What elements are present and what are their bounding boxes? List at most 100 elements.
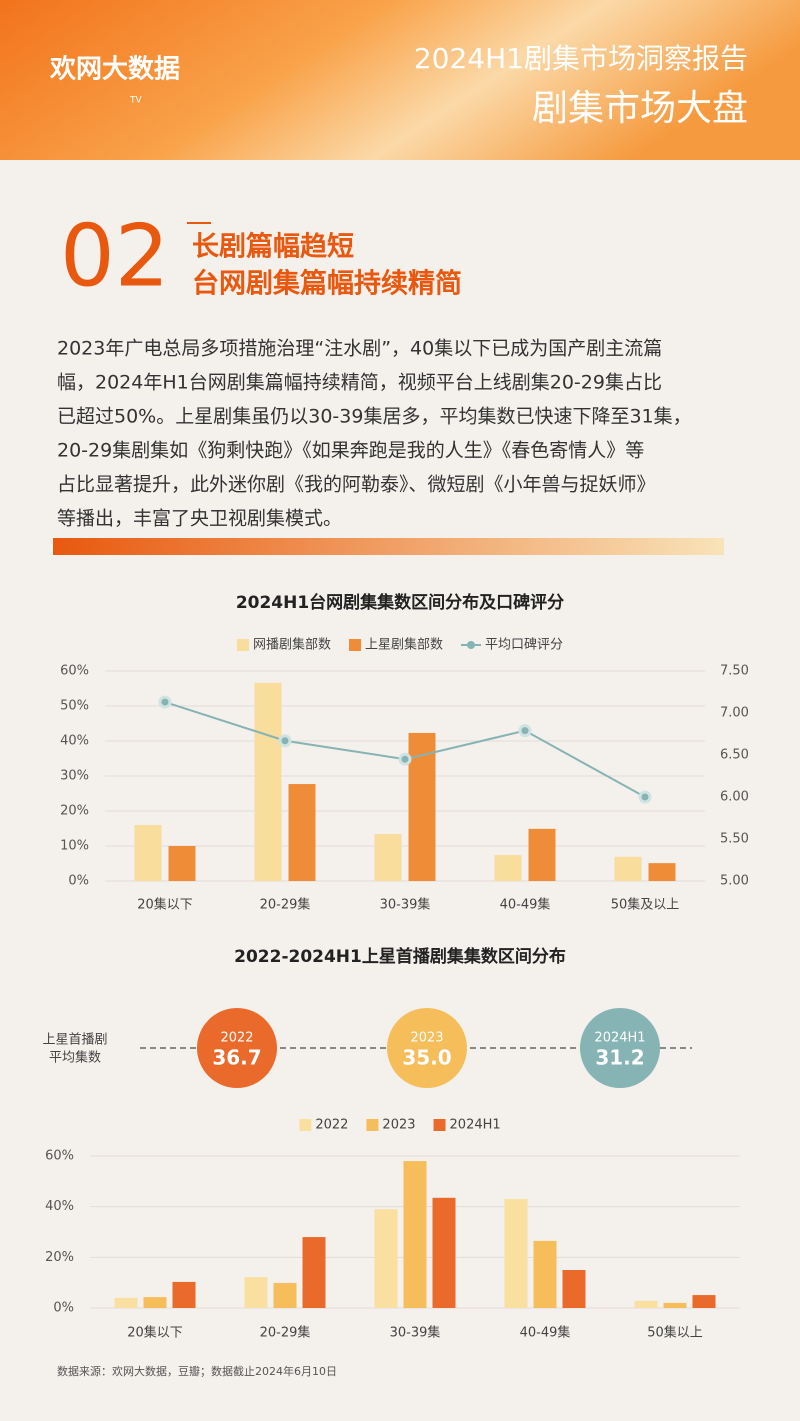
header-bg [0, 0, 800, 160]
y-tick-label: 40% [45, 1199, 74, 1214]
x-tick-label: 40-49集 [500, 897, 551, 913]
legend-marker [236, 639, 249, 651]
y-tick-label: 20% [45, 1250, 74, 1265]
legend-label: 2022 [315, 1118, 348, 1133]
paragraph-line: 2023年广电总局多项措施治理“注水剧”，40集以下已成为国产剧主流篇 [57, 338, 662, 360]
bar [504, 1199, 528, 1308]
x-tick-label: 30-39集 [390, 1325, 441, 1341]
heading: 台网剧集篇幅持续精简 [192, 268, 462, 300]
legend-label: 上星剧集部数 [365, 637, 443, 653]
y2-tick-label: 7.50 [720, 664, 749, 679]
legend: 网播剧集部数 上星剧集部数 平均口碑评分 [236, 637, 563, 653]
report-subtitle: 剧集市场大盘 [532, 88, 748, 129]
y2-tick-label: 5.00 [720, 874, 749, 889]
section-number: 02 [60, 206, 169, 306]
y2-tick-label: 6.00 [720, 790, 749, 805]
bar [634, 1300, 658, 1308]
paragraph-line: 20-29集剧集如《狗剩快跑》《如果奔跑是我的人生》《春色寄情人》等 [57, 440, 644, 462]
avg-label: 平均集数 [49, 1050, 101, 1066]
avg-year: 2023 [410, 1031, 443, 1046]
x-tick-label: 20-29集 [260, 1325, 311, 1341]
bar [562, 1270, 586, 1308]
logo-badge: TV [129, 96, 142, 106]
legend-label: 2023 [382, 1118, 415, 1133]
legend-label: 2024H1 [450, 1118, 501, 1133]
y2-tick-label: 5.50 [720, 832, 749, 847]
legend-label: 网播剧集部数 [253, 637, 331, 653]
legend-label: 平均口碑评分 [485, 637, 563, 653]
y2-tick-label: 6.50 [720, 748, 749, 763]
bar [172, 1281, 196, 1308]
chart-title: 2024H1台网剧集集数区间分布及口碑评分 [236, 592, 564, 613]
bar [663, 1302, 687, 1308]
bar [254, 682, 282, 881]
y-tick-label: 30% [60, 769, 89, 784]
y-tick-label: 0% [53, 1301, 74, 1316]
bar [143, 1297, 167, 1308]
avg-year: 2022 [220, 1031, 253, 1046]
x-tick-label: 20集以下 [137, 897, 193, 913]
divider [53, 538, 724, 555]
avg-year: 2024H1 [594, 1031, 645, 1046]
legend-marker [467, 641, 476, 649]
paragraph-line: 已超过50%。上星剧集虽仍以30-39集居多，平均集数已快速下降至31集， [57, 406, 692, 428]
line-point [158, 695, 172, 709]
line-point [638, 790, 652, 804]
y-tick-label: 40% [60, 734, 89, 749]
y2-tick-label: 7.00 [720, 706, 749, 721]
legend: 2022 2023 2024H1 [299, 1118, 501, 1133]
heading: 长剧篇幅趋短 [192, 231, 354, 263]
report-title: 2024H1剧集市场洞察报告 [414, 42, 748, 75]
legend-marker [299, 1119, 312, 1131]
y-tick-label: 0% [68, 874, 89, 889]
bar [648, 863, 676, 881]
x-tick-label: 30-39集 [380, 897, 431, 913]
bar [114, 1297, 138, 1308]
logo: 欢网大数据 [49, 55, 180, 85]
avg-circle [387, 1008, 467, 1088]
x-tick-label: 50集及以上 [611, 897, 680, 913]
x-tick-label: 40-49集 [520, 1325, 571, 1341]
legend-marker [348, 639, 361, 651]
x-tick-label: 50集以上 [647, 1325, 703, 1341]
avg-circle [197, 1008, 277, 1088]
bar [374, 1209, 398, 1308]
line-point [278, 734, 292, 748]
avg-value: 31.2 [595, 1046, 644, 1070]
bar [302, 1237, 326, 1308]
bar [528, 828, 556, 881]
bar [288, 784, 316, 881]
line [164, 701, 646, 798]
y-tick-label: 50% [60, 699, 89, 714]
bar [134, 825, 162, 881]
y-tick-label: 60% [45, 1149, 74, 1164]
y-tick-label: 10% [60, 839, 89, 854]
bar [533, 1240, 557, 1308]
x-tick-label: 20-29集 [260, 897, 311, 913]
avg-label: 上星首播剧 [42, 1033, 107, 1048]
source: 数据来源：欢网大数据，豆瓣；数据截止2024年6月10日 [57, 1364, 337, 1378]
y-tick-label: 60% [60, 664, 89, 679]
bar [692, 1295, 716, 1308]
avg-value: 36.7 [212, 1046, 261, 1070]
bar [432, 1197, 456, 1308]
avg-circle [580, 1008, 660, 1088]
y-tick-label: 20% [60, 804, 89, 819]
bar [494, 855, 522, 881]
chart-title: 2022-2024H1上星首播剧集集数区间分布 [234, 946, 566, 967]
x-tick-label: 20集以下 [127, 1325, 183, 1341]
bar [168, 846, 196, 881]
paragraph-line: 等播出，丰富了央卫视剧集模式。 [57, 508, 342, 530]
bar [374, 834, 402, 881]
line-point [518, 724, 532, 738]
line-point [398, 752, 412, 766]
paragraph-line: 占比显著提升，此外迷你剧《我的阿勒泰》、微短剧《小年兽与捉妖师》 [57, 474, 656, 496]
legend-marker [366, 1119, 379, 1131]
paragraph-line: 幅，2024年H1台网剧集篇幅持续精简，视频平台上线剧集20-29集占比 [57, 372, 662, 394]
bar [273, 1282, 297, 1308]
bar [403, 1161, 427, 1308]
avg-value: 35.0 [402, 1046, 451, 1070]
bar [244, 1277, 268, 1308]
